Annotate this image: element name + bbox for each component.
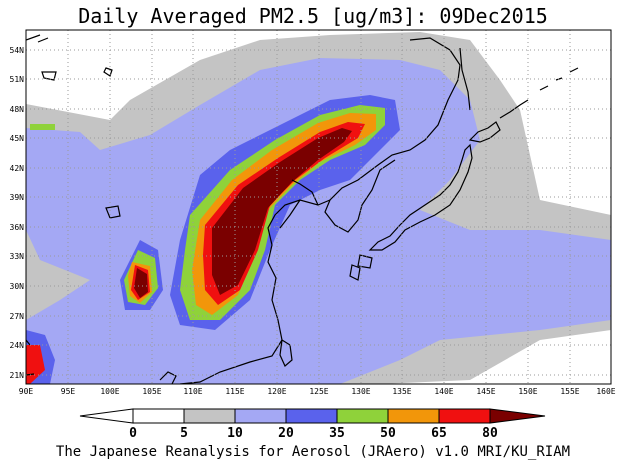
lat-tick-label: 33N (10, 252, 25, 261)
lon-tick-label: 110E (183, 387, 202, 396)
colorbar-label: 50 (380, 426, 396, 441)
lat-tick-label: 51N (10, 75, 25, 84)
contour-level-10 (26, 58, 611, 384)
lon-tick-label: 115E (225, 387, 244, 396)
lat-tick-label: 48N (10, 105, 25, 114)
lon-tick-label: 135E (392, 387, 411, 396)
colorbar (79, 408, 546, 424)
colorbar-label: 10 (227, 426, 243, 441)
colorbar-segment (132, 408, 185, 424)
colorbar-label: 5 (180, 426, 188, 441)
colorbar-segment (285, 408, 338, 424)
lon-tick-label: 90E (19, 387, 34, 396)
colorbar-label: 20 (278, 426, 294, 441)
graticule (26, 30, 611, 384)
lat-tick-label: 27N (10, 312, 25, 321)
lon-tick-label: 125E (309, 387, 328, 396)
colorbar-segment (183, 408, 236, 424)
lat-tick-label: 54N (10, 46, 25, 55)
lon-tick-label: 100E (100, 387, 119, 396)
footer-credit: The Japanese Reanalysis for Aerosol (JRA… (55, 444, 571, 460)
colorbar-label: 65 (431, 426, 447, 441)
plot-frame (25, 29, 612, 385)
lon-tick-label: 130E (351, 387, 370, 396)
contour-level-80 (134, 128, 352, 298)
lon-tick-label: 155E (560, 387, 579, 396)
map-title: Daily Averaged PM2.5 [ug/m3]: 09Dec2015 (78, 4, 548, 28)
lat-tick-label: 36N (10, 223, 25, 232)
colorbar-label: 0 (129, 426, 137, 441)
lon-tick-label: 145E (476, 387, 495, 396)
lat-tick-label: 21N (10, 371, 25, 380)
lat-tick-label: 45N (10, 134, 25, 143)
lat-tick-label: 24N (10, 341, 25, 350)
lon-tick-label: 95E (61, 387, 76, 396)
lat-tick-label: 42N (10, 164, 25, 173)
colorbar-max-arrow (489, 408, 546, 424)
lat-tick-label: 30N (10, 282, 25, 291)
lon-tick-label: 105E (142, 387, 161, 396)
colorbar-label: 35 (329, 426, 345, 441)
colorbar-label: 80 (482, 426, 498, 441)
colorbar-segment (234, 408, 287, 424)
lon-tick-label: 140E (434, 387, 453, 396)
lon-tick-label: 160E (596, 387, 615, 396)
colorbar-segment (438, 408, 491, 424)
colorbar-segment (387, 408, 440, 424)
colorbar-min-arrow (79, 408, 134, 424)
lon-tick-label: 150E (518, 387, 537, 396)
lat-tick-label: 39N (10, 193, 25, 202)
colorbar-segment (336, 408, 389, 424)
lon-tick-label: 120E (267, 387, 286, 396)
